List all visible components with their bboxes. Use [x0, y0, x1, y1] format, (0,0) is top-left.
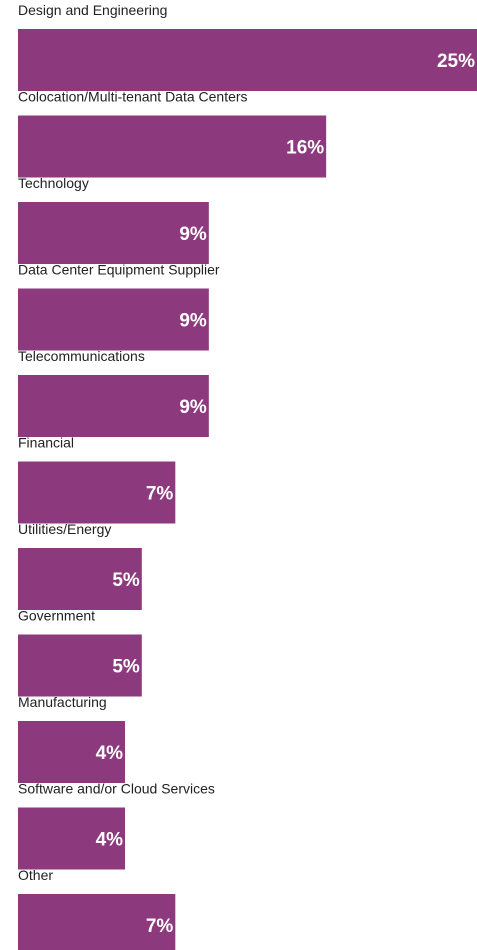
value-label: 25%	[437, 51, 475, 72]
category-label: Manufacturing	[18, 694, 107, 710]
value-label: 7%	[146, 916, 174, 937]
value-label: 7%	[146, 484, 174, 505]
category-label: Software and/or Cloud Services	[18, 781, 215, 797]
value-label: 4%	[96, 743, 124, 764]
bar	[18, 807, 126, 870]
bar	[18, 115, 327, 178]
category-label: Design and Engineering	[18, 2, 167, 18]
category-label: Telecommunications	[18, 348, 145, 364]
bar	[18, 202, 209, 264]
category-label: Data Center Equipment Supplier	[18, 262, 220, 278]
category-label: Other	[18, 867, 53, 883]
bar	[18, 375, 209, 437]
value-label: 9%	[179, 224, 207, 245]
value-label: 9%	[179, 311, 207, 332]
bar	[18, 548, 142, 610]
value-label: 16%	[286, 138, 324, 159]
value-label: 5%	[112, 570, 140, 591]
value-label: 9%	[179, 397, 207, 418]
bar	[18, 894, 176, 950]
value-label: 4%	[96, 830, 124, 851]
category-label: Technology	[18, 175, 89, 191]
bar	[18, 461, 176, 524]
category-label: Government	[18, 608, 95, 624]
bar	[18, 29, 477, 91]
category-label: Colocation/Multi-tenant Data Centers	[18, 89, 248, 105]
category-label: Utilities/Energy	[18, 521, 111, 537]
category-label: Financial	[18, 435, 74, 451]
bar	[18, 634, 142, 697]
bar	[18, 288, 209, 351]
bar	[18, 721, 126, 783]
value-label: 5%	[112, 657, 140, 678]
